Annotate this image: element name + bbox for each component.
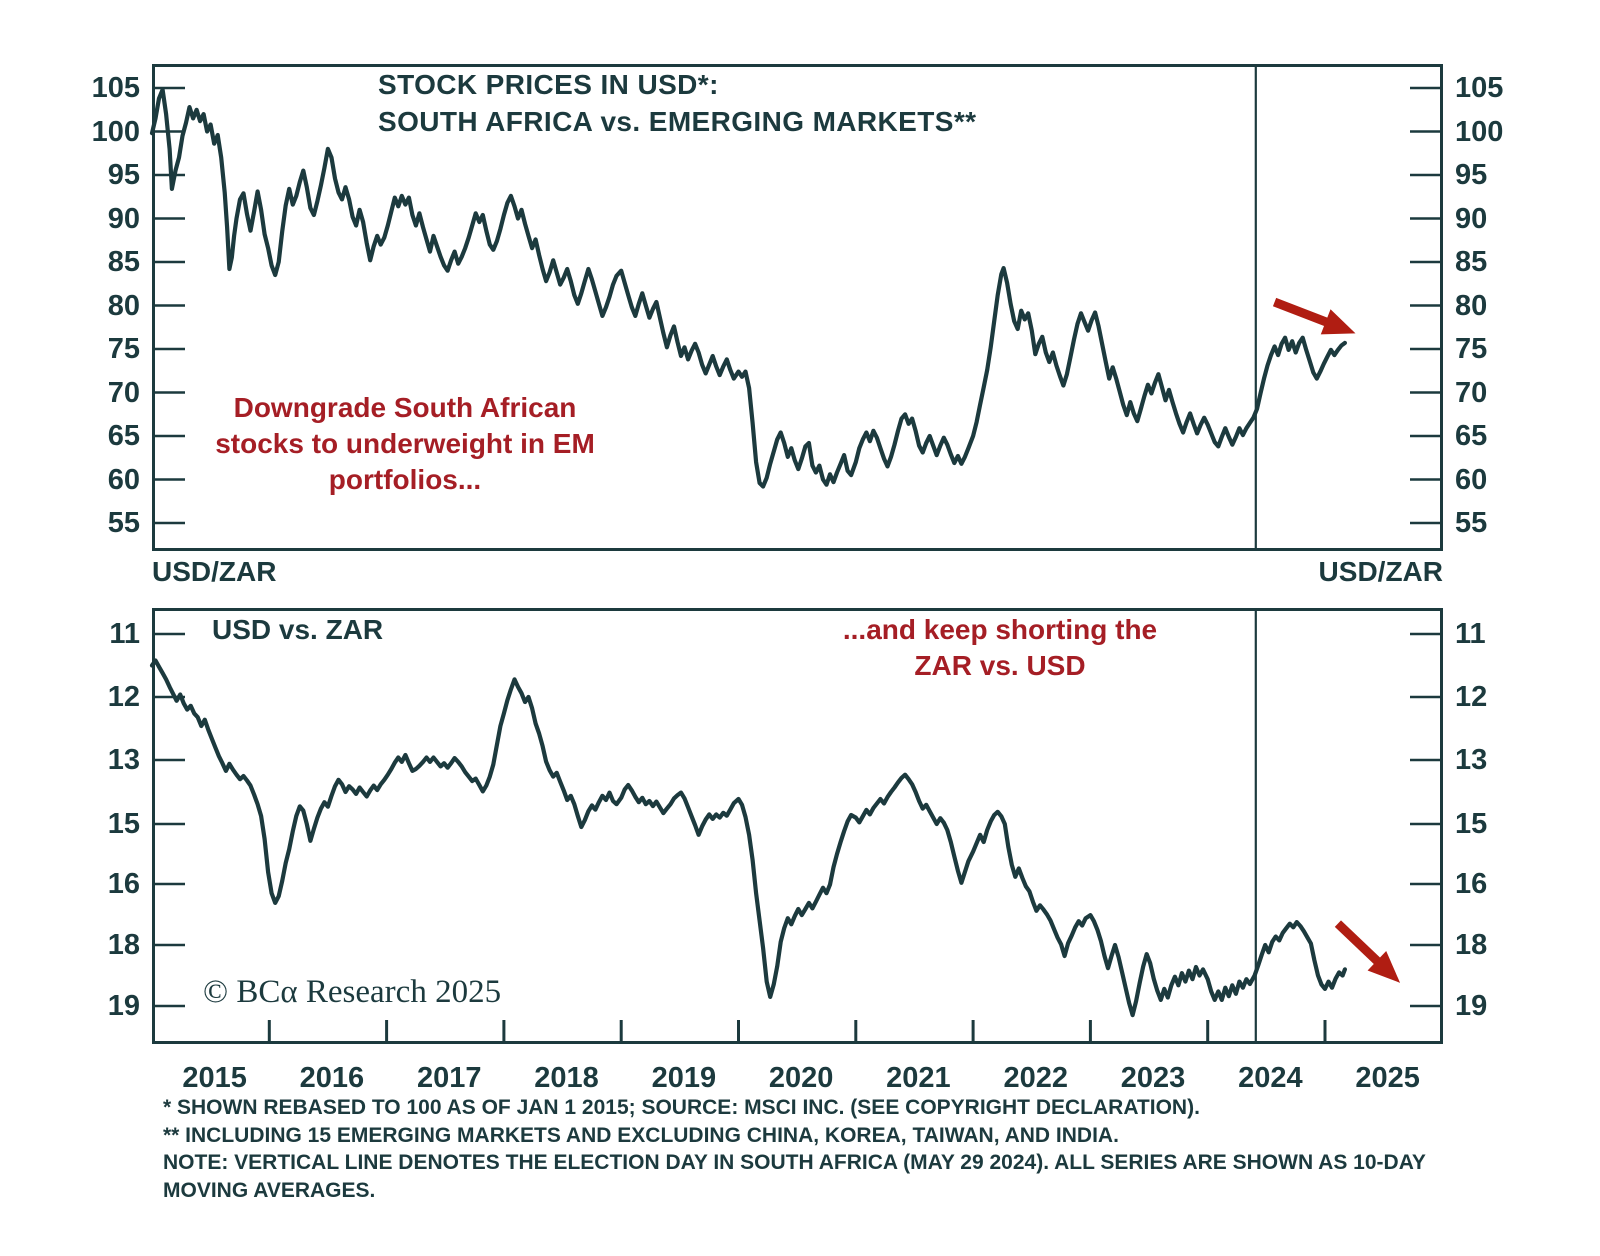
y-axis-label-top-left: 75 xyxy=(107,333,140,365)
footnote-election-note: NOTE: VERTICAL LINE DENOTES THE ELECTION… xyxy=(163,1151,1426,1202)
series-line xyxy=(149,658,1348,1018)
y-axis-label-top-right: 60 xyxy=(1455,463,1488,496)
x-axis-year-label: 2021 xyxy=(886,1062,951,1094)
y-axis-label-bottom-right: 16 xyxy=(1455,868,1488,900)
x-axis-year-label: 2019 xyxy=(651,1062,717,1094)
x-axis-year-label: 2018 xyxy=(534,1062,599,1094)
footnote-em-universe: ** INCLUDING 15 EMERGING MARKETS AND EXC… xyxy=(163,1123,1119,1147)
top-annotation: Downgrade South African stocks to underw… xyxy=(215,392,595,495)
y-axis-label-bottom-left: 12 xyxy=(107,681,140,713)
y-axis-label-bottom-right: 12 xyxy=(1455,681,1488,713)
y-axis-label-top-left: 80 xyxy=(107,289,140,322)
panel-border xyxy=(152,64,1443,551)
axis-unit-label-left: USD/ZAR xyxy=(152,556,277,587)
y-axis-label-bottom-right: 13 xyxy=(1455,744,1488,776)
chart-title-line2: SOUTH AFRICA vs. EMERGING MARKETS** xyxy=(378,106,977,137)
y-axis-label-top-left: 85 xyxy=(107,246,140,278)
y-axis-label-bottom-left: 19 xyxy=(107,990,140,1022)
top-chart-canvas xyxy=(149,64,1443,551)
trend-arrow-shaft xyxy=(1272,297,1333,329)
y-axis-label-bottom-right: 19 xyxy=(1455,990,1488,1022)
y-axis-label-bottom-left: 16 xyxy=(107,868,140,900)
y-axis-label-bottom-right: 15 xyxy=(1455,808,1488,840)
y-axis-label-top-right: 75 xyxy=(1455,333,1488,365)
x-axis-year-label: 2020 xyxy=(768,1062,834,1094)
trend-arrow-head xyxy=(1320,309,1356,335)
y-axis-label-bottom-right: 11 xyxy=(1455,618,1486,650)
y-axis-label-top-right: 80 xyxy=(1455,289,1488,322)
bottom-chart-canvas xyxy=(149,608,1443,1044)
y-axis-label-top-left: 100 xyxy=(91,115,140,148)
x-axis-year-label: 2022 xyxy=(1003,1062,1068,1094)
y-axis-label-top-left: 55 xyxy=(107,507,140,539)
y-axis-label-top-left: 65 xyxy=(107,420,140,452)
x-axis-year-label: 2024 xyxy=(1238,1062,1303,1094)
x-axis-year-label: 2025 xyxy=(1355,1062,1420,1094)
footnote-rebased: * SHOWN REBASED TO 100 AS OF JAN 1 2015;… xyxy=(163,1096,1200,1119)
x-axis-year-label: 2015 xyxy=(182,1062,247,1094)
series-line xyxy=(149,87,1348,489)
chart-title: STOCK PRICES IN USD*: SOUTH AFRICA vs. E… xyxy=(378,66,976,140)
y-axis-label-top-left: 105 xyxy=(91,72,140,104)
y-axis-label-bottom-left: 15 xyxy=(107,808,140,840)
y-axis-label-top-left: 60 xyxy=(107,463,140,496)
y-axis-label-top-left: 95 xyxy=(107,159,140,191)
y-axis-label-top-right: 100 xyxy=(1455,115,1504,148)
x-axis-year-label: 2017 xyxy=(416,1062,482,1094)
x-axis-year-label: 2016 xyxy=(299,1062,365,1094)
y-axis-label-top-right: 90 xyxy=(1455,202,1488,235)
y-axis-label-bottom-right: 18 xyxy=(1455,929,1488,961)
x-axis-year-label: 2023 xyxy=(1120,1062,1186,1094)
y-axis-label-bottom-left: 18 xyxy=(107,929,140,961)
bottom-panel-label: USD vs. ZAR xyxy=(212,614,384,645)
y-axis-label-top-right: 105 xyxy=(1455,72,1504,104)
y-axis-label-bottom-left: 13 xyxy=(107,744,140,776)
y-axis-label-top-left: 70 xyxy=(107,376,140,409)
axis-unit-label-right: USD/ZAR xyxy=(1318,556,1443,587)
y-axis-label-top-right: 70 xyxy=(1455,376,1488,409)
y-axis-label-bottom-left: 11 xyxy=(109,618,140,650)
panel-border xyxy=(152,608,1443,1044)
chart-title-line1: STOCK PRICES IN USD*: xyxy=(378,69,719,100)
footnotes: * SHOWN REBASED TO 100 AS OF JAN 1 2015;… xyxy=(163,1094,1503,1204)
copyright-notice: © BCα Research 2025 xyxy=(203,974,502,1010)
trend-arrow-head xyxy=(1367,950,1401,983)
bottom-annotation: ...and keep shorting the ZAR vs. USD xyxy=(842,614,1158,681)
y-axis-label-top-right: 85 xyxy=(1455,246,1488,278)
y-axis-label-top-right: 65 xyxy=(1455,420,1488,452)
trend-arrow-shaft xyxy=(1334,920,1385,969)
y-axis-label-top-right: 55 xyxy=(1455,507,1488,539)
y-axis-label-top-left: 90 xyxy=(107,202,140,235)
y-axis-label-top-right: 95 xyxy=(1455,159,1488,191)
